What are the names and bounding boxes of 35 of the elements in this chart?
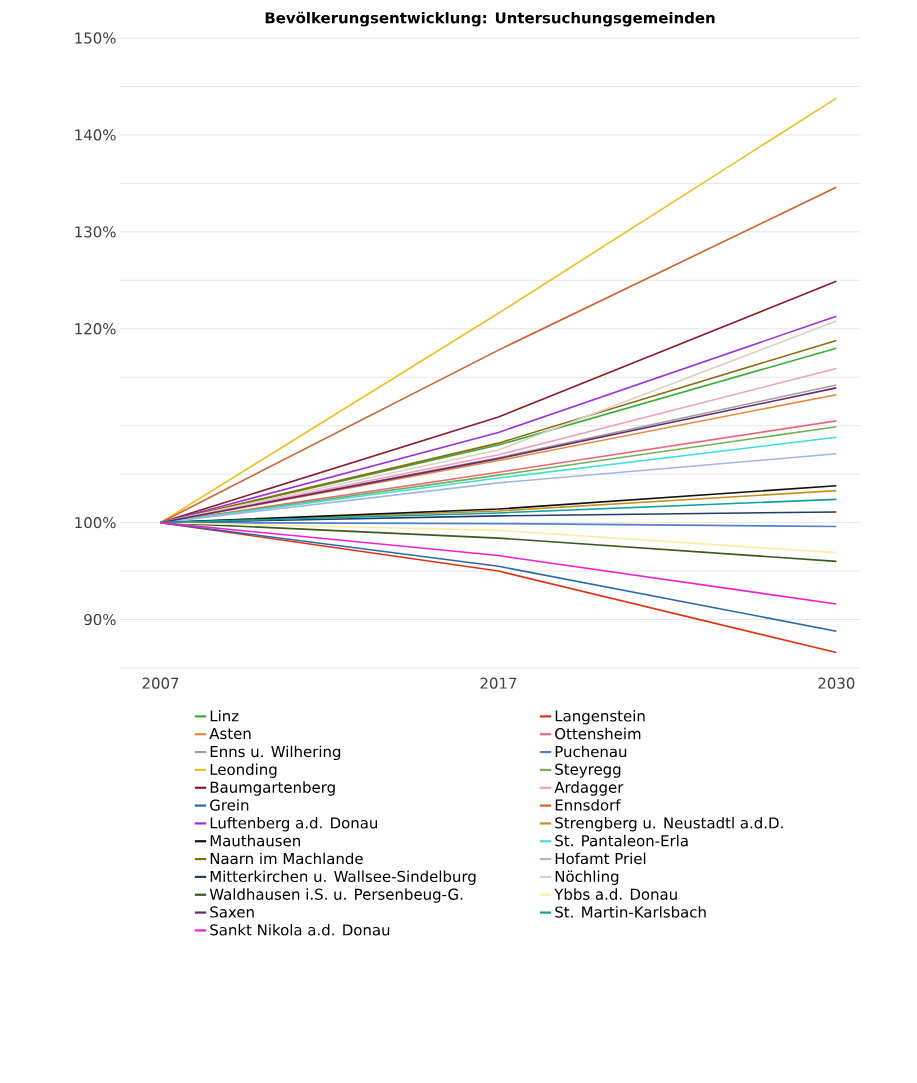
legend-label: Ottensheim [555, 727, 641, 740]
legend-label: Sankt Nikola a.d. Donau [210, 924, 390, 936]
legend-label: Naarn im Machlande [210, 852, 363, 865]
legend-label: Langenstein [555, 710, 645, 725]
y-tick-label: 90% [84, 613, 116, 626]
legend-label: Nöchling [555, 870, 619, 885]
legend-label: Ennsdorf [555, 799, 621, 811]
legend-label: Mauthausen [210, 834, 300, 847]
legend-label: Enns u. Wilhering [210, 745, 341, 761]
legend-label: Luftenberg a.d. Donau [210, 817, 378, 832]
legend-label: Steyregg [555, 763, 621, 778]
legend-label: Baumgartenberg [210, 781, 335, 796]
legend-label: Ybbs a.d. Donau [554, 888, 677, 900]
legend-label: Strengberg u. Neustadtl a.d.D. [555, 817, 783, 832]
legend-label: Saxen [210, 906, 254, 918]
legend-label: Leonding [210, 763, 277, 778]
y-tick-label: 120% [75, 323, 116, 335]
legend-label: Grein [210, 799, 249, 811]
chart-title: Bevölkerungsentwicklung: Untersuchungsgemeinden [265, 11, 715, 27]
legend-label: Asten [209, 728, 251, 740]
y-tick-label: 100% [75, 516, 116, 529]
y-tick-label: 150% [75, 32, 116, 44]
legend-label: Linz [210, 710, 239, 722]
y-tick-label: 140% [75, 129, 116, 141]
legend-label: Ardagger [554, 781, 624, 796]
x-tick-label: 2030 [818, 677, 855, 689]
legend-label: St. Martin-Karlsbach [555, 906, 706, 918]
legend-label: Hofamt Priel [555, 852, 646, 865]
legend-label: St. Pantaleon-Erla [555, 834, 688, 847]
x-tick-label: 2017 [480, 677, 517, 689]
x-tick-label: 2007 [142, 677, 179, 689]
legend-label: Waldhausen i.S. u. Persenbeug-G. [209, 888, 463, 903]
y-tick-label: 130% [75, 226, 116, 238]
legend-label: Mitterkirchen u. Wallsee-Sindelburg [210, 870, 476, 885]
legend-label: Puchenau [555, 745, 627, 758]
